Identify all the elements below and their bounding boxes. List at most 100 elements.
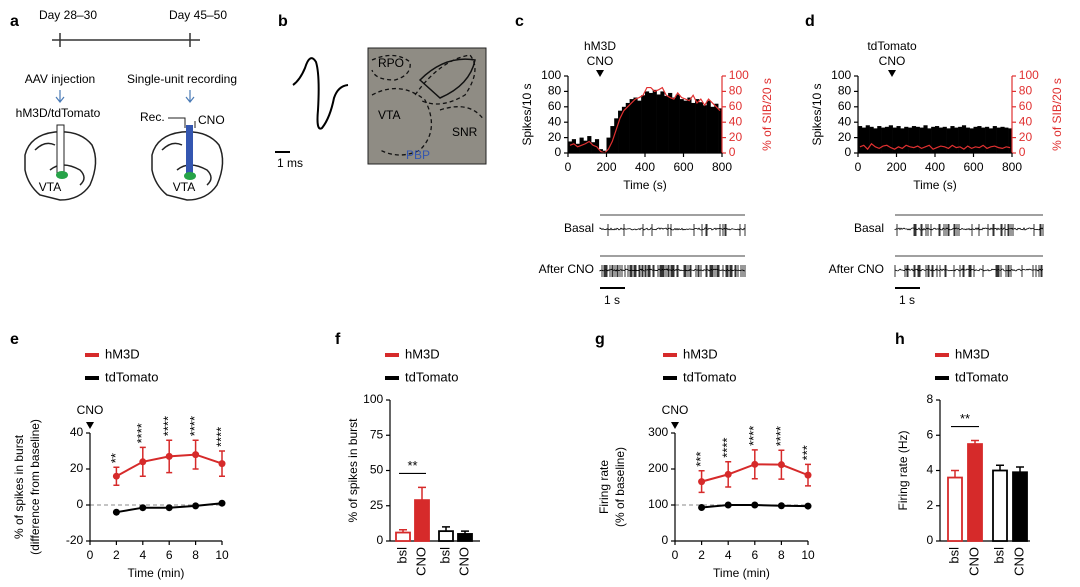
annotation: tdTomato [867, 39, 917, 53]
significance: ** [108, 453, 123, 463]
significance: **** [720, 438, 735, 458]
annotation: CNO [587, 54, 614, 68]
x-tick-label: 400 [925, 160, 945, 174]
bar [938, 127, 943, 153]
bar [602, 150, 607, 153]
panel-label: a [10, 13, 19, 30]
bar [888, 125, 893, 153]
y-tick-label: 40 [729, 114, 743, 128]
region-label: SNR [452, 125, 478, 139]
significance: **** [187, 416, 202, 436]
bar [625, 102, 630, 153]
point [218, 460, 226, 468]
x-tick-label: 600 [673, 160, 693, 174]
bar [575, 143, 580, 153]
injection-site [56, 171, 68, 179]
trace [599, 265, 746, 277]
bar [958, 126, 963, 153]
axis-label: % of spikes in burst [346, 418, 360, 523]
axis-label: Time (min) [713, 566, 770, 580]
bar [858, 126, 863, 153]
y-tick-label: 300 [648, 425, 668, 439]
x-tick-label: 10 [215, 548, 229, 562]
legend-label: hM3D [105, 346, 140, 361]
y-tick-label: 80 [838, 84, 852, 98]
y-tick-label: 40 [1019, 114, 1033, 128]
virus-label: hM3D/tdTomato [16, 106, 101, 120]
point [777, 502, 785, 510]
trace [894, 224, 1044, 236]
y-tick-label: 2 [927, 498, 934, 512]
y-tick-label: 0 [729, 145, 736, 159]
bar [621, 106, 627, 153]
x-tick-label: 0 [672, 548, 679, 562]
bar [992, 126, 997, 153]
y-tick-label: 100 [729, 68, 749, 82]
x-tick-label: 4 [139, 548, 146, 562]
y-tick-label: 100 [363, 392, 383, 406]
y-tick-label: 100 [1019, 68, 1039, 82]
bar [714, 103, 719, 153]
point [165, 452, 173, 460]
x-tick-label: bsl [394, 547, 409, 564]
bar [1000, 126, 1005, 153]
trace-label: After CNO [829, 262, 884, 276]
day-label: Day 28–30 [39, 8, 97, 22]
cno-marker [86, 422, 94, 429]
bar [931, 126, 936, 153]
x-tick-label: 4 [725, 548, 732, 562]
x-tick-label: 8 [192, 548, 199, 562]
bar [969, 128, 974, 153]
annotation: CNO [879, 54, 906, 68]
error-bar [951, 469, 959, 478]
x-tick-label: CNO [413, 547, 428, 576]
region-label: RPO [378, 56, 404, 70]
bar [904, 126, 909, 153]
waveform [292, 57, 349, 130]
wire [168, 117, 196, 128]
y-tick-label: 60 [1019, 99, 1033, 113]
bar [965, 127, 970, 153]
bar [660, 91, 665, 153]
x-tick-label: 6 [166, 548, 173, 562]
trace-label: Basal [564, 221, 594, 235]
scale-label: 1 ms [277, 156, 303, 170]
annotation: hM3D [584, 39, 616, 53]
point [804, 471, 812, 479]
bar [967, 443, 983, 542]
bar [954, 127, 959, 153]
cno-label: CNO [198, 113, 225, 127]
bar [691, 102, 696, 153]
bar [919, 127, 924, 153]
y-tick-label: 25 [370, 498, 384, 512]
axis-label: % of SIB/20 s [1050, 78, 1064, 151]
bar [687, 97, 692, 153]
point [698, 478, 706, 486]
bar [896, 126, 901, 153]
bar [438, 530, 454, 542]
point [112, 508, 120, 516]
bar [702, 105, 707, 153]
arrow [55, 90, 65, 103]
panel-label: f [335, 331, 341, 348]
cno-marker [671, 422, 679, 429]
bar [942, 126, 947, 153]
bar [587, 136, 592, 153]
y-tick-label: 20 [729, 130, 743, 144]
bar [648, 92, 653, 153]
step-label: AAV injection [25, 72, 95, 86]
y-tick-label: 80 [548, 84, 562, 98]
bar [881, 127, 886, 153]
x-tick-label: 8 [778, 548, 785, 562]
axis-label: Time (s) [623, 178, 667, 192]
y-tick-label: 60 [729, 99, 743, 113]
region-label: VTA [378, 108, 400, 122]
y-tick-label: 20 [1019, 130, 1033, 144]
y-tick-label: 50 [370, 463, 384, 477]
x-tick-label: 10 [801, 548, 815, 562]
y-tick-label: 0 [77, 497, 84, 511]
bar [652, 89, 657, 153]
